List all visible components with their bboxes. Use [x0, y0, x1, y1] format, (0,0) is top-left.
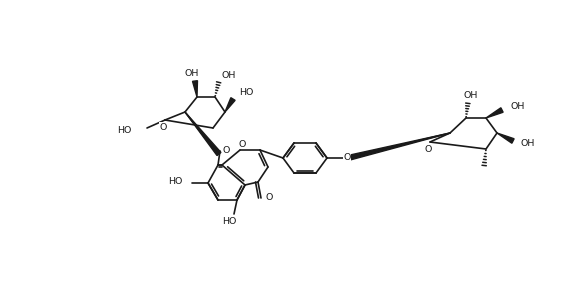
Text: HO: HO	[239, 88, 253, 96]
Text: O: O	[238, 139, 246, 149]
Text: O: O	[159, 123, 166, 131]
Polygon shape	[348, 133, 450, 160]
Text: HO: HO	[169, 178, 183, 186]
Text: O: O	[343, 152, 350, 162]
Text: O: O	[425, 144, 432, 154]
Text: OH: OH	[464, 91, 478, 99]
Text: O: O	[265, 194, 273, 202]
Text: OH: OH	[185, 68, 199, 78]
Polygon shape	[497, 133, 514, 143]
Text: HO: HO	[116, 126, 131, 134]
Text: O: O	[222, 146, 230, 155]
Text: HO: HO	[222, 218, 236, 226]
Text: O: O	[343, 152, 350, 162]
Text: OH: OH	[521, 139, 536, 147]
Polygon shape	[192, 81, 198, 97]
Text: OH: OH	[511, 102, 525, 110]
Polygon shape	[225, 98, 235, 112]
Polygon shape	[185, 112, 221, 156]
Polygon shape	[486, 108, 503, 118]
Text: OH: OH	[222, 70, 236, 80]
